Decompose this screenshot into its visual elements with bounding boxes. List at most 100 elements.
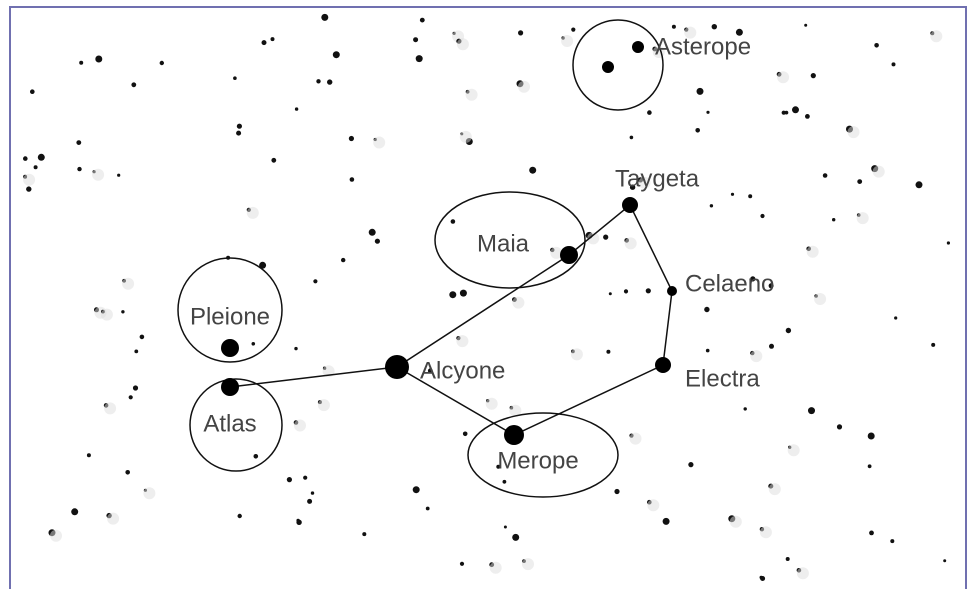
haze bbox=[872, 165, 885, 178]
field-star bbox=[571, 27, 576, 32]
field-star bbox=[891, 62, 896, 67]
field-star bbox=[316, 79, 321, 84]
field-star bbox=[608, 292, 612, 296]
constellation-lines bbox=[229, 203, 673, 436]
star-label: Alcyone bbox=[420, 357, 505, 384]
field-star bbox=[645, 288, 651, 294]
haze bbox=[512, 296, 525, 309]
field-star bbox=[251, 342, 256, 346]
background-stars bbox=[23, 13, 951, 581]
field-star bbox=[946, 241, 951, 245]
field-star bbox=[233, 76, 237, 80]
field-star bbox=[415, 55, 423, 63]
haze bbox=[684, 26, 697, 39]
field-star bbox=[332, 51, 340, 59]
star-label: Celaeno bbox=[685, 270, 774, 297]
field-star bbox=[237, 513, 242, 519]
field-star bbox=[37, 153, 45, 161]
field-star bbox=[117, 173, 121, 177]
field-star bbox=[270, 37, 275, 42]
field-star bbox=[735, 28, 743, 36]
field-star bbox=[874, 43, 879, 48]
haze bbox=[317, 399, 330, 412]
field-star bbox=[128, 395, 133, 400]
field-star bbox=[867, 464, 872, 469]
field-star bbox=[427, 368, 433, 374]
outline bbox=[467, 412, 619, 498]
field-star bbox=[781, 110, 786, 115]
star bbox=[221, 378, 239, 396]
field-star bbox=[313, 279, 318, 284]
field-star bbox=[688, 462, 694, 468]
field-star bbox=[79, 60, 84, 65]
field-star bbox=[915, 181, 923, 189]
haze bbox=[587, 232, 600, 245]
field-star bbox=[606, 349, 611, 354]
star bbox=[385, 355, 409, 379]
haze bbox=[489, 561, 502, 574]
field-star bbox=[832, 218, 836, 222]
outline bbox=[177, 257, 283, 363]
field-star bbox=[810, 73, 816, 79]
haze bbox=[777, 71, 790, 84]
haze bbox=[100, 308, 113, 321]
field-star bbox=[462, 431, 468, 437]
field-star bbox=[125, 470, 130, 475]
field-star bbox=[23, 156, 28, 161]
field-star bbox=[327, 79, 333, 85]
star bbox=[622, 197, 638, 213]
field-star bbox=[629, 184, 636, 190]
haze bbox=[294, 419, 306, 432]
field-star bbox=[296, 518, 300, 523]
star-label: Merope bbox=[497, 447, 578, 474]
haze bbox=[50, 529, 62, 542]
field-star bbox=[695, 128, 700, 133]
haze bbox=[768, 483, 781, 496]
field-star bbox=[706, 110, 710, 114]
field-star bbox=[629, 135, 634, 140]
field-star bbox=[374, 238, 380, 244]
haze bbox=[787, 444, 800, 457]
field-star bbox=[425, 506, 430, 511]
field-star bbox=[518, 30, 524, 36]
haze bbox=[561, 35, 574, 47]
haze bbox=[522, 558, 534, 571]
outline bbox=[434, 191, 586, 289]
star bbox=[655, 357, 671, 373]
field-star bbox=[792, 106, 799, 114]
field-star bbox=[450, 219, 456, 224]
field-star bbox=[303, 475, 308, 480]
haze bbox=[246, 206, 259, 219]
field-star bbox=[711, 24, 717, 30]
frame bbox=[9, 6, 967, 589]
field-star bbox=[294, 107, 299, 111]
field-star bbox=[261, 40, 267, 46]
field-star bbox=[671, 24, 676, 29]
haze bbox=[796, 567, 809, 580]
haze bbox=[550, 246, 563, 259]
field-star bbox=[286, 477, 292, 483]
field-star bbox=[704, 306, 710, 313]
star-label: Maia bbox=[477, 230, 530, 257]
field-star bbox=[943, 559, 947, 563]
field-star bbox=[696, 87, 704, 95]
field-star bbox=[341, 257, 346, 263]
field-star bbox=[503, 525, 507, 529]
star bbox=[560, 246, 578, 264]
haze bbox=[518, 80, 530, 93]
field-star bbox=[86, 453, 91, 458]
field-star bbox=[307, 498, 313, 504]
field-star bbox=[413, 37, 419, 43]
field-star bbox=[529, 166, 537, 174]
field-star bbox=[321, 13, 329, 21]
field-star bbox=[449, 291, 457, 299]
connector bbox=[229, 203, 673, 436]
star-label: Electra bbox=[685, 365, 760, 392]
field-star bbox=[259, 261, 267, 269]
field-star bbox=[368, 228, 376, 236]
haze bbox=[107, 512, 120, 525]
star bbox=[221, 339, 239, 357]
field-star bbox=[271, 157, 277, 163]
field-star bbox=[894, 316, 898, 320]
